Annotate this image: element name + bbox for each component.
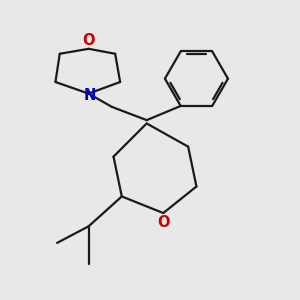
Text: N: N [84,88,97,103]
Text: O: O [82,33,95,48]
Text: O: O [157,215,169,230]
